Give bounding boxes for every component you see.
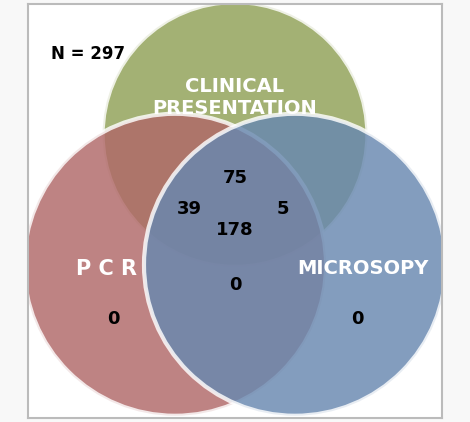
Text: CLINICAL
PRESENTATION: CLINICAL PRESENTATION bbox=[153, 77, 317, 118]
Text: 0: 0 bbox=[351, 310, 363, 327]
Circle shape bbox=[102, 2, 368, 267]
Text: P C R: P C R bbox=[76, 259, 137, 279]
Text: 0: 0 bbox=[229, 276, 241, 295]
Text: 5: 5 bbox=[276, 200, 289, 218]
Text: MICROSOPY: MICROSOPY bbox=[298, 260, 429, 279]
Circle shape bbox=[144, 114, 446, 416]
Text: 0: 0 bbox=[107, 310, 119, 327]
Text: 75: 75 bbox=[222, 169, 248, 187]
Text: 39: 39 bbox=[177, 200, 202, 218]
Text: 178: 178 bbox=[216, 221, 254, 238]
Text: N = 297: N = 297 bbox=[51, 45, 125, 63]
Circle shape bbox=[24, 114, 326, 416]
